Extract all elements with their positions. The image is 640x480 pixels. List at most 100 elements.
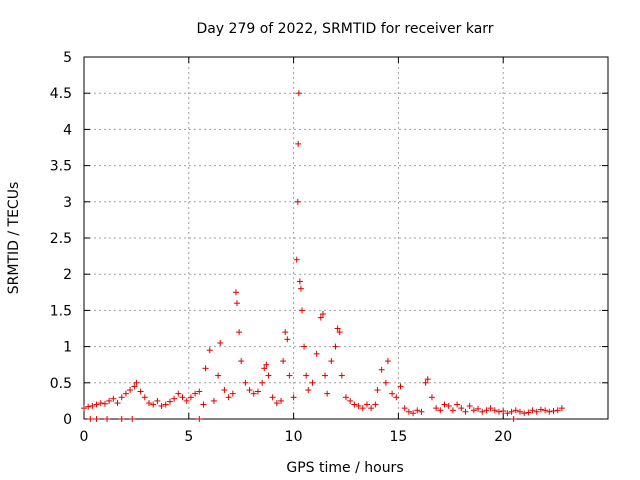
x-tick-label: 15 [389, 429, 407, 445]
data-point [458, 405, 465, 412]
data-point [384, 358, 391, 365]
data-point [313, 350, 320, 357]
data-point [422, 379, 429, 386]
data-point [508, 408, 515, 415]
data-point [510, 416, 517, 422]
data-point [282, 329, 289, 336]
y-tick-label: 1.5 [50, 303, 72, 319]
data-point [154, 397, 161, 404]
data-point [265, 372, 272, 379]
data-point [192, 390, 199, 397]
data-point [405, 408, 412, 415]
data-point [254, 388, 261, 395]
data-point [410, 410, 417, 417]
data-point [242, 379, 249, 386]
data-point [441, 401, 448, 408]
data-point [301, 343, 308, 350]
data-point [280, 358, 287, 365]
data-point [483, 407, 490, 414]
data-point [269, 394, 276, 401]
x-axis-title: GPS time / hours [286, 460, 403, 476]
data-point [294, 198, 301, 205]
data-point [479, 408, 486, 415]
data-point [221, 387, 228, 394]
data-point [200, 401, 207, 408]
data-point [93, 416, 100, 422]
data-point [359, 405, 366, 412]
data-point [263, 361, 270, 368]
data-point [374, 387, 381, 394]
data-point [332, 343, 339, 350]
data-point [491, 407, 498, 414]
y-axis-title: SRMTID / TECUs [6, 182, 22, 295]
data-point [127, 387, 134, 394]
data-point [449, 407, 456, 414]
data-point [162, 401, 169, 408]
points-layer [81, 90, 565, 422]
data-point [158, 402, 165, 409]
data-point [319, 311, 326, 318]
data-point [133, 379, 140, 386]
data-point [542, 407, 549, 414]
data-point [418, 408, 425, 415]
data-point [529, 407, 536, 414]
data-point [393, 394, 400, 401]
data-point [217, 339, 224, 346]
y-tick-label: 3 [63, 195, 72, 211]
data-point [334, 325, 341, 332]
data-point [97, 400, 104, 407]
data-point [293, 256, 300, 263]
data-point [347, 397, 354, 404]
data-point [305, 387, 312, 394]
data-point [496, 408, 503, 415]
data-point [401, 405, 408, 412]
data-point [525, 409, 532, 416]
data-point [187, 394, 194, 401]
tick-layer: 0 0.5 1 1.5 2 2.5 3 3.5 4 4.5 5 0 5 10 15 20 [50, 50, 608, 445]
data-point [183, 397, 190, 404]
data-point [343, 394, 349, 401]
x-tick-label: 5 [184, 429, 193, 445]
y-tick-label: 2 [63, 267, 72, 283]
y-tick-label: 4 [63, 122, 72, 138]
data-point [424, 376, 431, 383]
x-tick-label: 0 [80, 429, 89, 445]
data-point [131, 383, 138, 390]
y-tick-label: 5 [63, 50, 72, 66]
data-point [229, 390, 236, 397]
data-point [437, 407, 444, 414]
data-point [533, 408, 540, 415]
data-point [215, 372, 222, 379]
data-point [414, 407, 421, 414]
data-point [93, 401, 100, 408]
data-point [554, 407, 561, 414]
y-tick-label: 2.5 [50, 231, 72, 247]
data-point [141, 394, 148, 401]
data-point [87, 416, 94, 422]
data-point [355, 402, 362, 409]
data-point [179, 394, 186, 401]
data-point [475, 405, 482, 412]
data-point [114, 400, 121, 407]
data-point [171, 395, 178, 402]
x-tick-label: 10 [285, 429, 303, 445]
data-point [273, 400, 280, 407]
data-point [454, 401, 461, 408]
data-point [500, 408, 507, 415]
data-point [470, 407, 477, 414]
data-point [296, 278, 303, 285]
data-point [145, 400, 152, 407]
data-point [372, 401, 379, 408]
data-point [206, 347, 213, 354]
data-point [81, 405, 87, 412]
data-point [259, 379, 266, 386]
data-point [303, 372, 310, 379]
data-point [261, 365, 268, 372]
data-point [137, 388, 144, 395]
data-point [175, 390, 182, 397]
data-point [236, 329, 243, 336]
data-point [433, 405, 440, 412]
data-point [378, 366, 385, 373]
data-point [234, 300, 241, 307]
